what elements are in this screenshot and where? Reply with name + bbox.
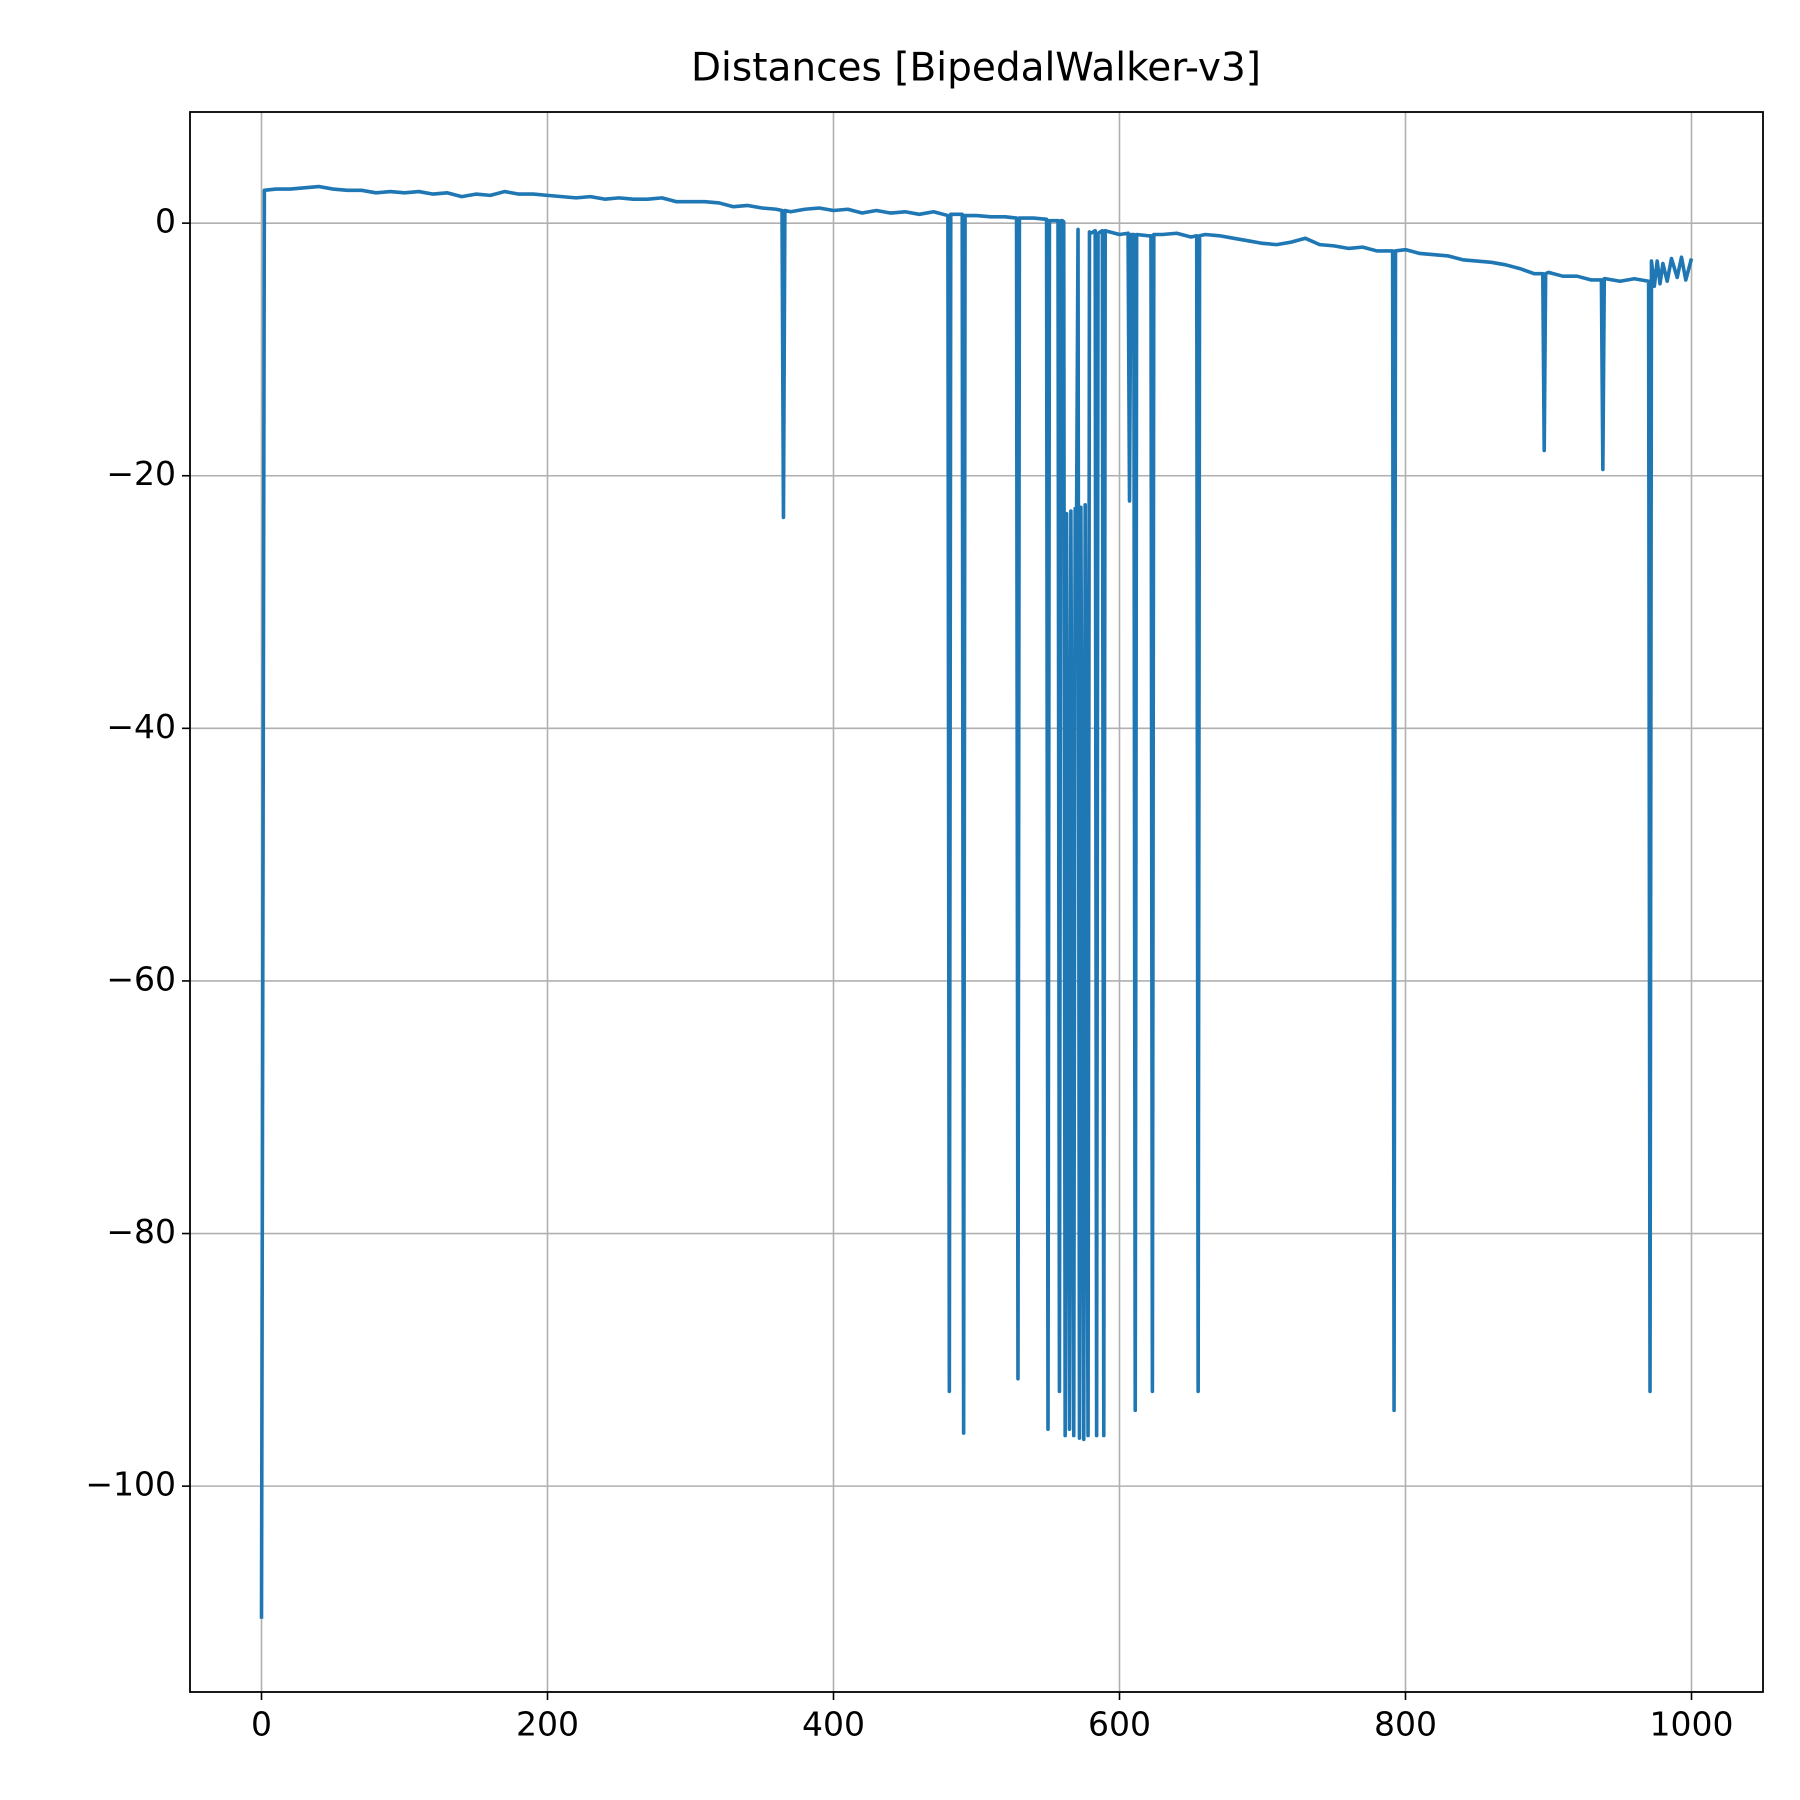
- y-tick-label: −60: [106, 959, 176, 998]
- data-line: [259, 184, 1694, 1619]
- plot-frame: [189, 111, 1764, 1693]
- y-tick-label: −40: [106, 707, 176, 746]
- y-tick-label: −80: [106, 1212, 176, 1251]
- x-tick-label: 600: [1088, 1705, 1151, 1744]
- x-tick-label: 200: [516, 1705, 579, 1744]
- x-tick-label: 0: [251, 1705, 272, 1744]
- x-tick-label: 1000: [1650, 1705, 1734, 1744]
- y-tick-label: −100: [85, 1465, 176, 1504]
- chart-title: Distances [BipedalWalker-v3]: [691, 46, 1261, 91]
- y-tick-label: 0: [155, 202, 176, 241]
- x-tick-label: 400: [802, 1705, 865, 1744]
- x-tick-label: 800: [1374, 1705, 1437, 1744]
- y-tick-label: −20: [106, 454, 176, 493]
